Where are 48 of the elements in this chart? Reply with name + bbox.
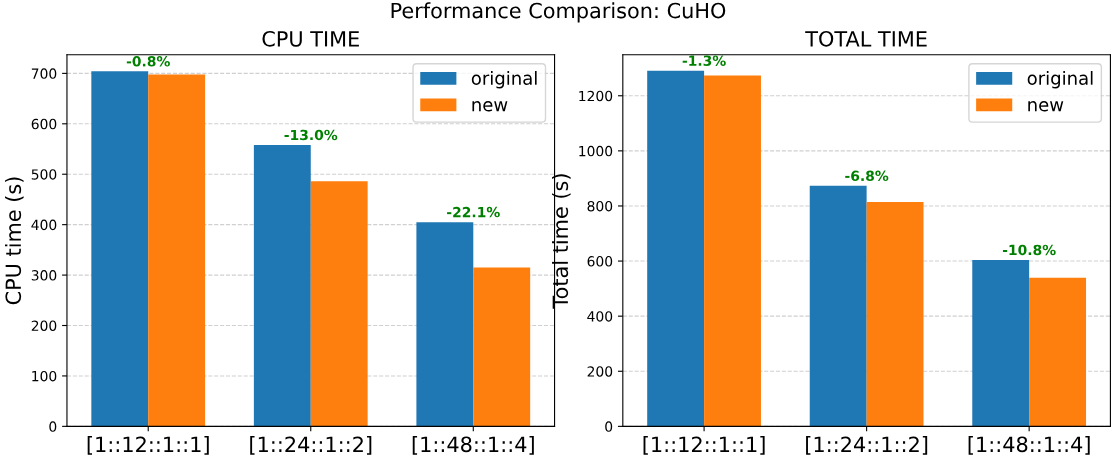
y-tick-label: 200 — [587, 366, 613, 377]
annotation: -10.8% — [1002, 244, 1056, 256]
bar — [148, 74, 206, 427]
y-tick-label: 600 — [31, 118, 57, 130]
text: Performance Comparison: CuHO — [391, 2, 726, 23]
bar — [416, 222, 474, 427]
bar — [866, 202, 924, 427]
y-tick-label: 200 — [31, 320, 57, 331]
y-tick-label: 700 — [31, 68, 57, 79]
legend-label: original — [1027, 70, 1093, 89]
bar — [647, 70, 705, 427]
bar — [91, 71, 149, 427]
bar — [704, 75, 761, 427]
x-tick-label: [1::48::1::4] — [968, 436, 1090, 455]
y-tick-label: 400 — [31, 219, 57, 231]
annotation: -22.1% — [447, 206, 500, 218]
x-tick-label: [1::12::1::1] — [87, 436, 209, 455]
annotation: -1.3% — [682, 55, 726, 66]
legend-label: new — [1028, 101, 1064, 112]
y-tick-label: 600 — [587, 256, 613, 267]
y-tick-label: 300 — [31, 270, 57, 281]
y-tick-label: 1000 — [579, 145, 613, 157]
chart-title: TOTAL TIME — [805, 30, 927, 47]
bar — [473, 267, 531, 427]
bar — [253, 144, 311, 427]
annotation: -13.0% — [284, 129, 338, 141]
bar — [1029, 277, 1087, 427]
y-tick-label: 500 — [31, 169, 57, 180]
y-tick-label: 0 — [49, 421, 57, 432]
y-tick-label: 800 — [587, 200, 613, 212]
x-tick-label: [1::24::1::2] — [250, 436, 372, 455]
x-tick-label: [1::24::1::2] — [806, 436, 928, 455]
bar — [310, 181, 368, 427]
chart-title: CPU TIME — [262, 30, 359, 47]
legend-label: new — [472, 101, 508, 112]
x-tick-label: [1::12::1::1] — [643, 436, 765, 455]
annotation: -6.8% — [845, 170, 889, 182]
annotation: -0.8% — [126, 56, 170, 67]
y-tick-label: 0 — [605, 421, 613, 432]
x-tick-label: [1::48::1::4] — [412, 436, 534, 455]
y-tick-label: 1200 — [579, 90, 613, 102]
bar — [809, 185, 867, 427]
y-axis-title: CPU time (s) — [5, 177, 24, 305]
y-axis-title: Total time (s) — [552, 174, 571, 309]
bar — [972, 259, 1030, 427]
legend-label: original — [471, 70, 537, 89]
y-tick-label: 100 — [32, 370, 57, 382]
y-tick-label: 400 — [587, 311, 613, 322]
